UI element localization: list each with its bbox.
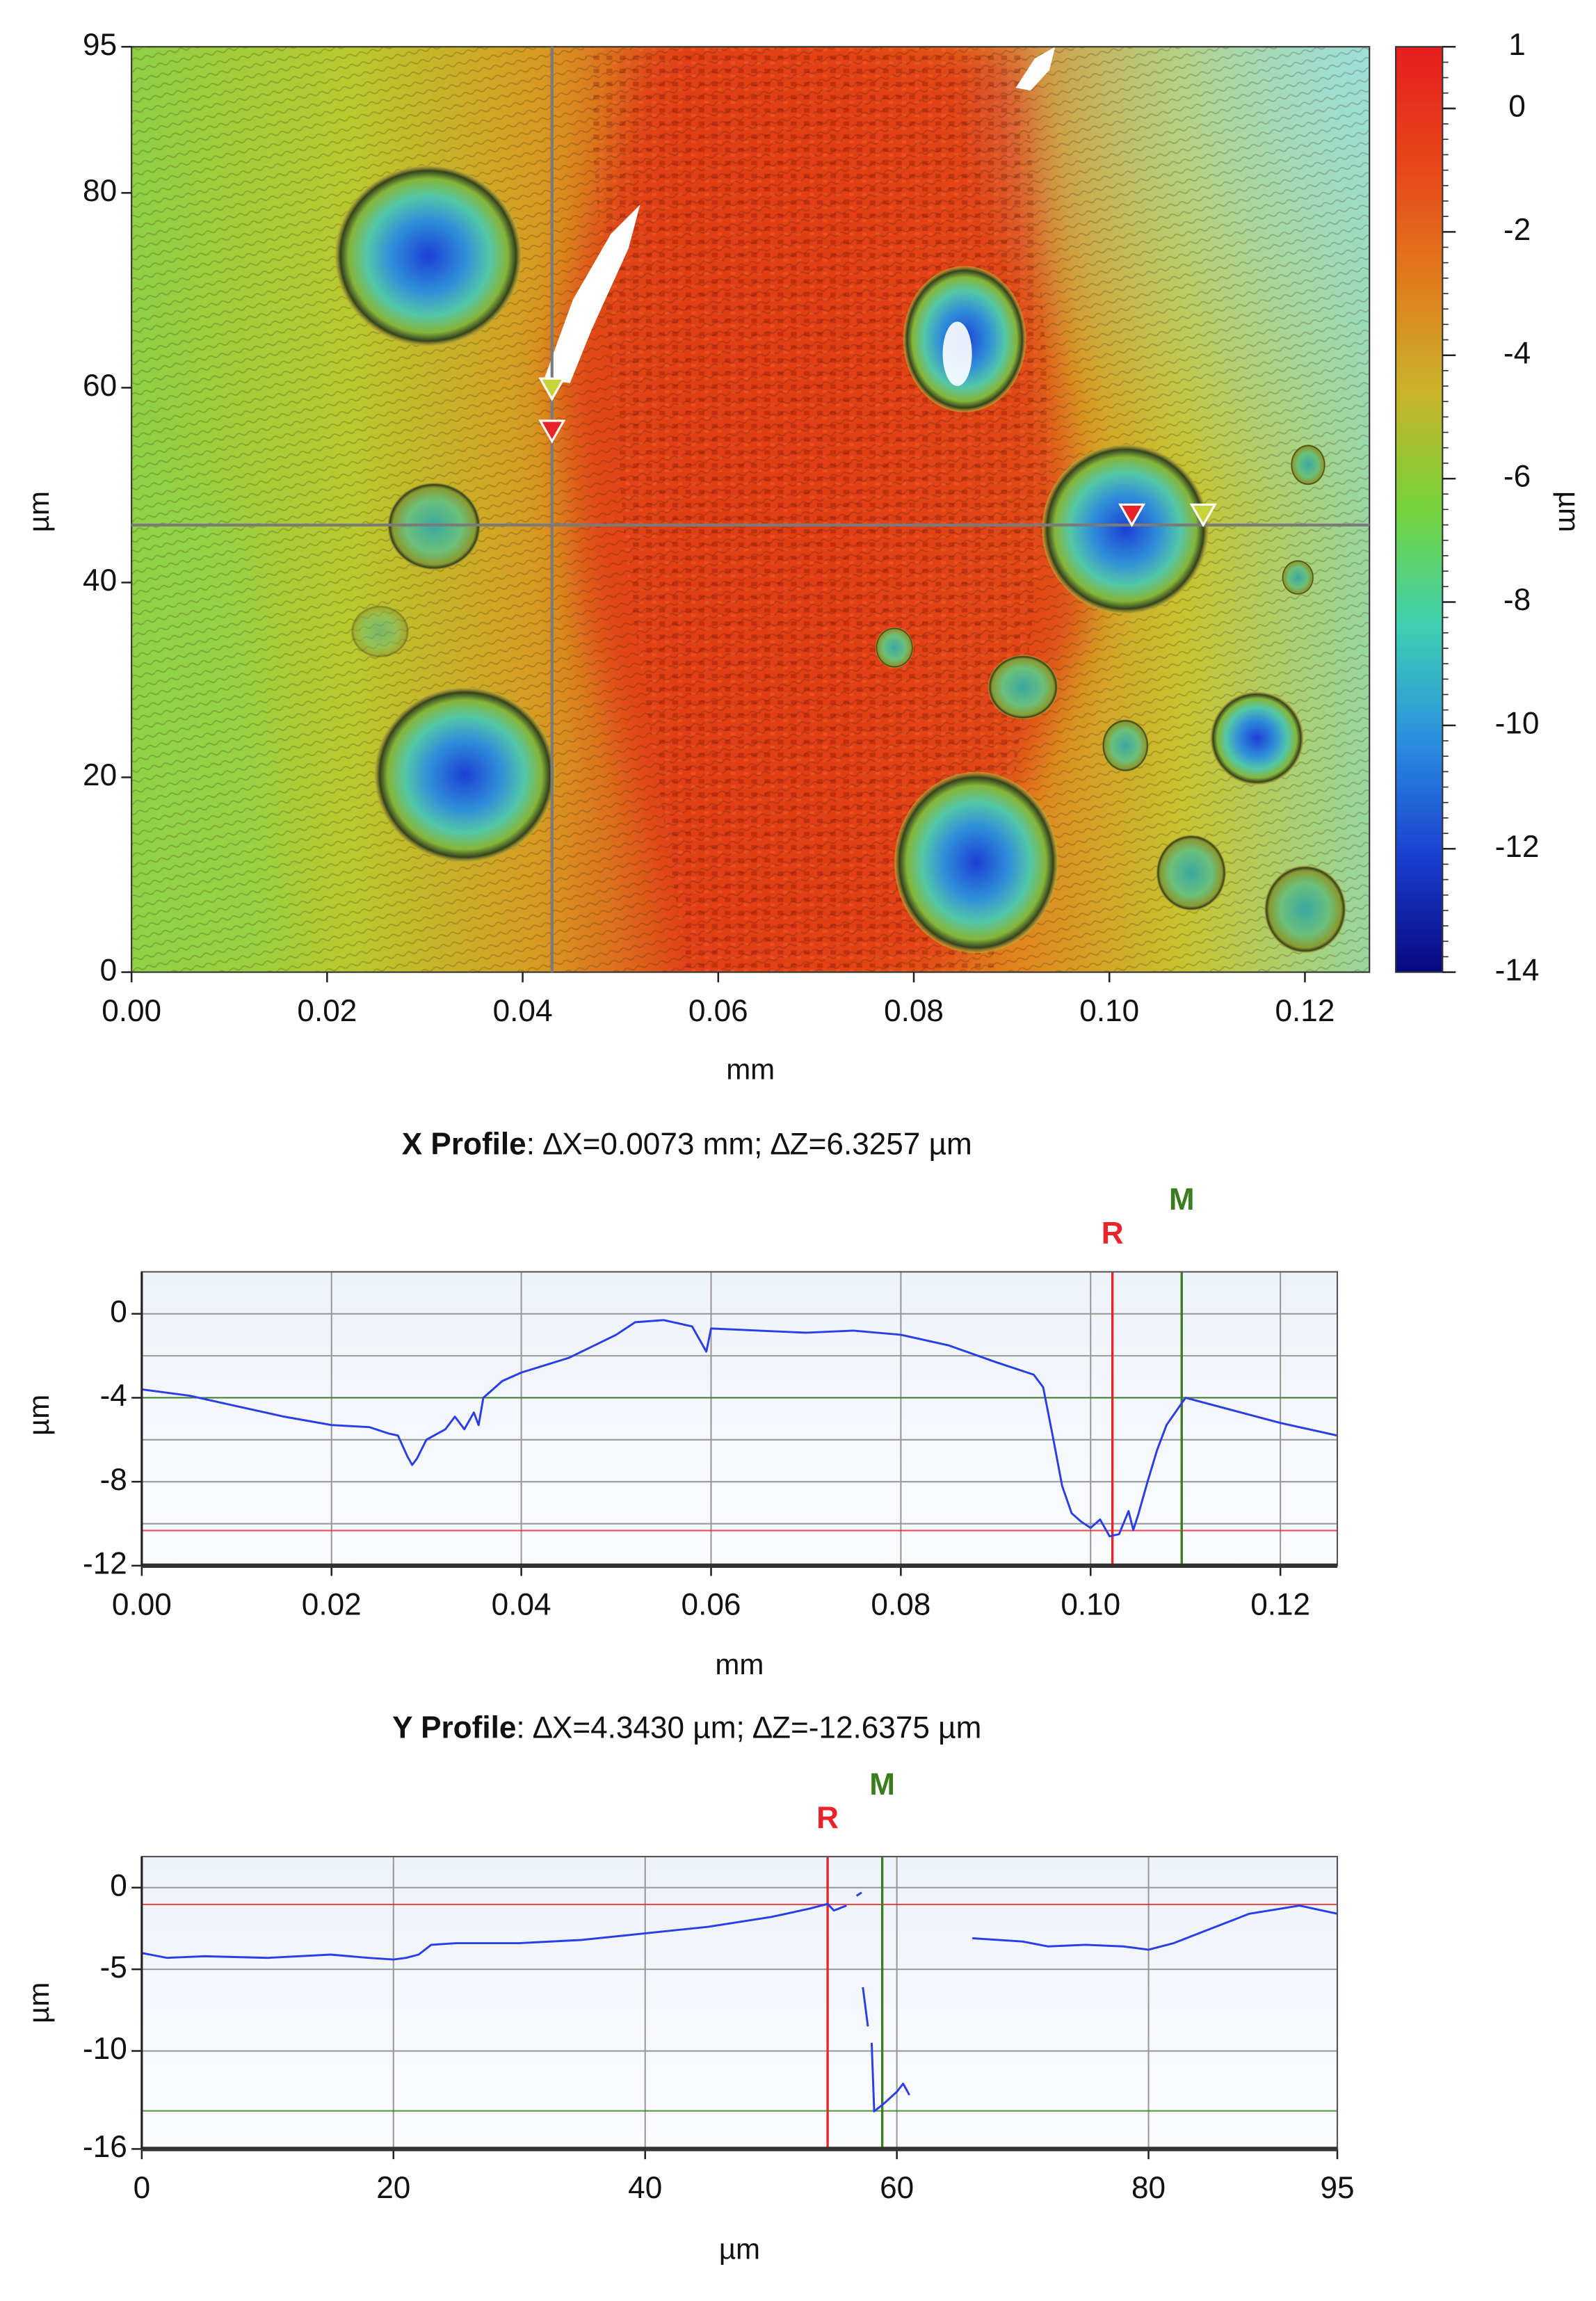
colorbar-tick-label: -4 <box>1504 336 1531 370</box>
x-axis-label: µm <box>719 2233 760 2266</box>
plot-background <box>141 1272 1338 1566</box>
colorbar <box>1395 46 1444 973</box>
x-tick-label: 20 <box>376 2171 410 2205</box>
y-tick-label: -8 <box>100 1463 127 1497</box>
y-tick-label: -5 <box>100 1950 127 1985</box>
profile-title: Y Profile: ∆X=4.3430 µm; ∆Z=-12.6375 µm <box>392 1710 981 1745</box>
colorbar-tick-label: 1 <box>1508 28 1526 62</box>
colorbar-tick-label: -12 <box>1495 830 1540 864</box>
x-tick-label: 80 <box>1131 2171 1166 2205</box>
y-tick-label: -10 <box>83 2032 127 2066</box>
cursor-marker <box>1118 503 1146 528</box>
x-tick-label: 0.02 <box>297 994 357 1028</box>
profile-readout: : ∆X=0.0073 mm; ∆Z=6.3257 µm <box>526 1127 972 1161</box>
profile-title: X Profile: ∆X=0.0073 mm; ∆Z=6.3257 µm <box>402 1127 972 1161</box>
x-tick-label: 0.06 <box>688 994 748 1028</box>
cursor-marker <box>538 377 566 401</box>
y-tick-label: 0 <box>100 953 118 987</box>
y-tick-label: 0 <box>110 1868 127 1902</box>
y-tick-label: 95 <box>83 28 117 62</box>
y-tick-label: -12 <box>83 1547 127 1581</box>
x-tick-label: 0 <box>134 2171 151 2205</box>
x-tick-label: 0.02 <box>302 1587 362 1621</box>
x-tick-label: 0.08 <box>871 1587 930 1621</box>
cursor-label: M <box>1169 1182 1195 1217</box>
x-tick-label: 0.00 <box>112 1587 172 1621</box>
profile-title-name: X Profile <box>402 1127 526 1161</box>
x-tick-label: 0.06 <box>682 1587 741 1621</box>
profile-readout: : ∆X=4.3430 µm; ∆Z=-12.6375 µm <box>516 1710 981 1745</box>
surface-image <box>131 47 1370 972</box>
x-tick-label: 60 <box>880 2171 914 2205</box>
colorbar-tick-label: -14 <box>1495 953 1540 987</box>
x-tick-label: 0.10 <box>1061 1587 1120 1621</box>
x-axis-label: mm <box>726 1053 775 1086</box>
profile-title-name: Y Profile <box>392 1710 516 1745</box>
x-tick-label: 0.10 <box>1079 994 1139 1028</box>
x-tick-label: 0.04 <box>492 1587 551 1621</box>
x-tick-label: 0.04 <box>493 994 553 1028</box>
x-tick-label: 95 <box>1320 2171 1354 2205</box>
plot-background <box>141 1857 1338 2149</box>
x-axis-label: mm <box>715 1648 764 1681</box>
y-tick-label: 0 <box>110 1294 127 1329</box>
colorbar-tick-label: 0 <box>1508 90 1526 124</box>
cursor-marker <box>1189 503 1217 528</box>
x-tick-label: 0.00 <box>102 994 161 1028</box>
y-axis-label: µm <box>22 491 55 532</box>
cursor-label: M <box>869 1767 895 1802</box>
y-tick-label: -16 <box>83 2130 127 2164</box>
y-tick-label: -4 <box>100 1379 127 1413</box>
y-tick-label: 60 <box>83 369 117 403</box>
y-tick-label: 20 <box>83 758 117 792</box>
colorbar-tick-label: -8 <box>1504 583 1531 617</box>
y-tick-label: 40 <box>83 563 117 598</box>
y-axis-label: µm <box>22 1982 55 2023</box>
colorbar-tick-label: -2 <box>1504 213 1531 247</box>
cursor-marker <box>538 419 566 444</box>
y-axis-label: µm <box>22 1395 55 1436</box>
x-tick-label: 0.12 <box>1275 994 1335 1028</box>
colorbar-tick-label: -6 <box>1504 460 1531 494</box>
y-tick-label: 80 <box>83 174 117 208</box>
cursor-label: R <box>816 1801 839 1835</box>
x-tick-label: 0.08 <box>884 994 944 1028</box>
x-tick-label: 40 <box>628 2171 662 2205</box>
colorbar-label: µm <box>1553 491 1586 532</box>
profile-line <box>141 1319 1338 1538</box>
colorbar-tick-label: -10 <box>1495 706 1540 740</box>
x-tick-label: 0.12 <box>1250 1587 1310 1621</box>
cursor-label: R <box>1102 1217 1124 1251</box>
profile-line <box>141 1891 1338 2112</box>
map-frame <box>131 46 1371 973</box>
